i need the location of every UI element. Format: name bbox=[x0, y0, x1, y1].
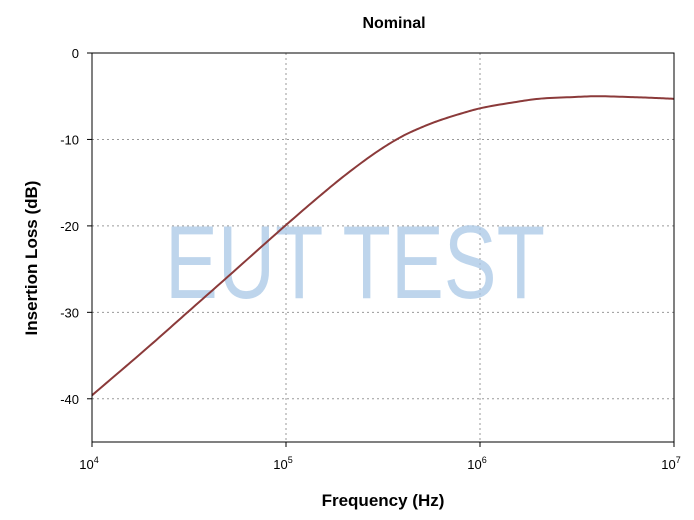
y-tick-label: -20 bbox=[60, 219, 79, 234]
plot-background bbox=[92, 53, 674, 442]
plot-frame bbox=[91, 52, 675, 443]
y-axis-ticks: 0 -10 -20 -30 -40 bbox=[60, 46, 92, 407]
x-tick-label: 104 bbox=[79, 455, 98, 472]
y-axis-title: Insertion Loss (dB) bbox=[22, 181, 41, 336]
x-tick-label: 106 bbox=[467, 455, 486, 472]
x-tick-label: 105 bbox=[273, 455, 292, 472]
grid-lines bbox=[92, 53, 674, 442]
y-tick-label: -30 bbox=[60, 305, 79, 320]
y-tick-label: -40 bbox=[60, 392, 79, 407]
insertion-loss-line bbox=[91, 95, 675, 397]
series-group bbox=[91, 95, 675, 397]
x-tick-label: 107 bbox=[661, 455, 680, 472]
y-tick-label: 0 bbox=[72, 46, 79, 61]
x-axis-ticks: 104 105 106 107 bbox=[79, 442, 681, 472]
y-tick-label: -10 bbox=[60, 132, 79, 147]
chart-title: Nominal bbox=[362, 15, 425, 32]
watermark-text: EUT TEST bbox=[165, 205, 545, 321]
x-axis-title: Frequency (Hz) bbox=[322, 491, 445, 510]
